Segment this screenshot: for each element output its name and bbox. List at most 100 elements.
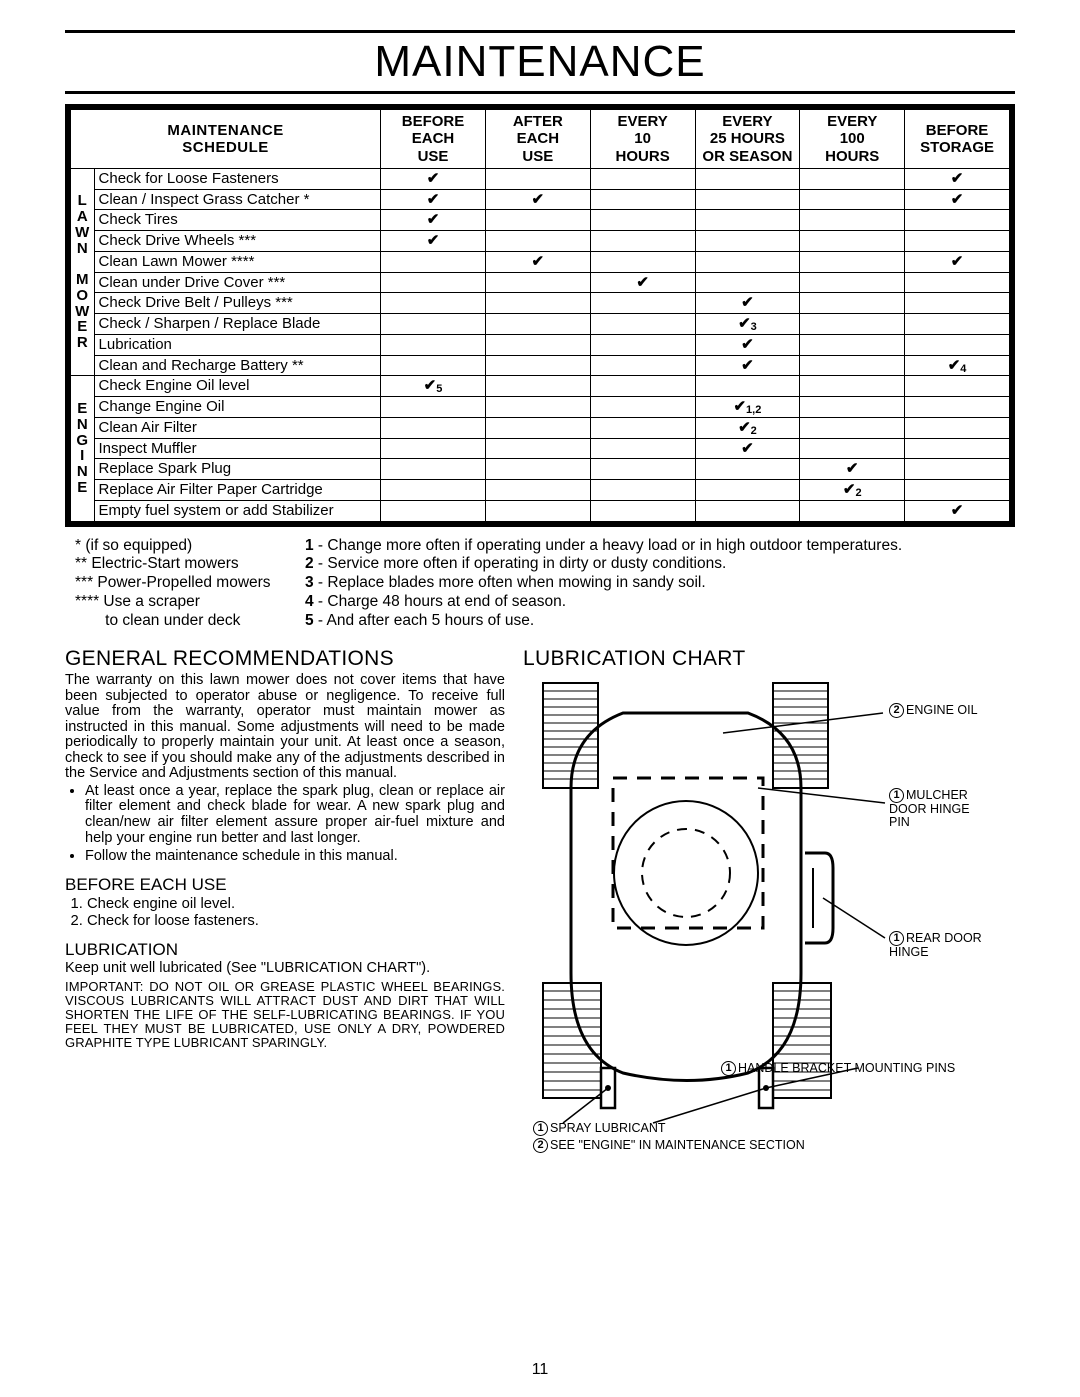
schedule-checkmark-cell: [695, 231, 800, 252]
label-spray-lubricant: 1SPRAY LUBRICANT: [533, 1121, 666, 1136]
schedule-checkmark-cell: [695, 251, 800, 272]
schedule-checkmark-cell: ✔2: [695, 417, 800, 438]
schedule-checkmark-cell: [695, 376, 800, 397]
label-handle-bracket: 1HANDLE BRACKET MOUNTING PINS: [721, 1061, 955, 1076]
schedule-checkmark-cell: [590, 231, 695, 252]
schedule-checkmark-cell: [905, 376, 1010, 397]
schedule-checkmark-cell: [590, 334, 695, 355]
schedule-checkmark-cell: [905, 272, 1010, 293]
schedule-checkmark-cell: [695, 189, 800, 210]
schedule-checkmark-cell: [905, 397, 1010, 418]
schedule-checkmark-cell: ✔3: [695, 314, 800, 335]
schedule-checkmark-cell: ✔: [905, 500, 1010, 521]
label-see-engine: 2SEE "ENGINE" IN MAINTENANCE SECTION: [533, 1138, 805, 1153]
general-recommendations-heading: GENERAL RECOMMENDATIONS: [65, 647, 505, 671]
schedule-checkmark-cell: [590, 355, 695, 376]
schedule-checkmark-cell: [905, 334, 1010, 355]
label-rear-door-hinge: 1REAR DOOR HINGE: [889, 931, 1015, 959]
schedule-checkmark-cell: [905, 438, 1010, 459]
schedule-checkmark-cell: [381, 438, 486, 459]
schedule-checkmark-cell: [800, 189, 905, 210]
schedule-column-header: BEFORESTORAGE: [905, 110, 1010, 169]
schedule-checkmark-cell: [695, 500, 800, 521]
schedule-checkmark-cell: ✔1,2: [695, 397, 800, 418]
page-title: MAINTENANCE: [65, 30, 1015, 94]
schedule-checkmark-cell: [590, 293, 695, 314]
schedule-checkmark-cell: [905, 480, 1010, 501]
schedule-checkmark-cell: [590, 417, 695, 438]
schedule-column-header: EVERY100HOURS: [800, 110, 905, 169]
footnote-symbol: ** Electric-Start mowers: [75, 555, 285, 574]
schedule-checkmark-cell: ✔: [485, 189, 590, 210]
footnote-number: 5 - And after each 5 hours of use.: [305, 612, 1009, 631]
schedule-task: Inspect Muffler: [94, 438, 381, 459]
schedule-task: Change Engine Oil: [94, 397, 381, 418]
schedule-checkmark-cell: [485, 438, 590, 459]
schedule-checkmark-cell: [590, 376, 695, 397]
schedule-checkmark-cell: [381, 293, 486, 314]
schedule-checkmark-cell: [800, 397, 905, 418]
label-mulcher-door: 1MULCHER DOOR HINGE PIN: [889, 788, 989, 829]
schedule-checkmark-cell: [485, 500, 590, 521]
schedule-checkmark-cell: [800, 210, 905, 231]
schedule-checkmark-cell: ✔: [590, 272, 695, 293]
schedule-checkmark-cell: [381, 272, 486, 293]
schedule-checkmark-cell: [485, 272, 590, 293]
schedule-checkmark-cell: [905, 314, 1010, 335]
schedule-checkmark-cell: [800, 417, 905, 438]
schedule-task: Clean under Drive Cover ***: [94, 272, 381, 293]
schedule-checkmark-cell: [695, 168, 800, 189]
page-number: 11: [0, 1361, 1080, 1379]
footnote-number: 4 - Charge 48 hours at end of season.: [305, 593, 1009, 612]
schedule-checkmark-cell: ✔: [905, 189, 1010, 210]
schedule-column-header: EVERY25 HOURSOR SEASON: [695, 110, 800, 169]
schedule-task: Check Engine Oil level: [94, 376, 381, 397]
schedule-checkmark-cell: [590, 189, 695, 210]
schedule-task: Replace Spark Plug: [94, 459, 381, 480]
lubrication-chart-heading: LUBRICATION CHART: [523, 647, 1015, 671]
schedule-column-header: BEFOREEACHUSE: [381, 110, 486, 169]
schedule-checkmark-cell: [485, 210, 590, 231]
schedule-checkmark-cell: ✔: [905, 251, 1010, 272]
schedule-checkmark-cell: [590, 438, 695, 459]
schedule-checkmark-cell: [800, 168, 905, 189]
schedule-checkmark-cell: [590, 480, 695, 501]
schedule-checkmark-cell: [590, 459, 695, 480]
recommendation-bullet: At least once a year, replace the spark …: [85, 784, 505, 848]
schedule-checkmark-cell: ✔: [695, 355, 800, 376]
schedule-checkmark-cell: [381, 459, 486, 480]
schedule-checkmark-cell: [905, 231, 1010, 252]
footnote-symbol: **** Use a scraper: [75, 593, 285, 612]
schedule-checkmark-cell: [381, 500, 486, 521]
schedule-checkmark-cell: [485, 417, 590, 438]
schedule-task: Lubrication: [94, 334, 381, 355]
schedule-group-label: ENGINE: [71, 376, 95, 521]
schedule-checkmark-cell: [485, 459, 590, 480]
schedule-checkmark-cell: [800, 334, 905, 355]
schedule-checkmark-cell: [800, 376, 905, 397]
schedule-checkmark-cell: [695, 210, 800, 231]
recommendation-bullet: Follow the maintenance schedule in this …: [85, 849, 505, 865]
schedule-checkmark-cell: [381, 397, 486, 418]
footnote-symbol: * (if so equipped): [75, 537, 285, 556]
label-engine-oil: 2ENGINE OIL: [889, 703, 978, 718]
schedule-checkmark-cell: [485, 168, 590, 189]
schedule-checkmark-cell: [485, 334, 590, 355]
schedule-checkmark-cell: [905, 459, 1010, 480]
schedule-footnotes: * (if so equipped)** Electric-Start mowe…: [65, 533, 1015, 642]
schedule-task: Clean Air Filter: [94, 417, 381, 438]
before-use-item: Check for loose fasteners.: [87, 913, 505, 930]
footnote-symbol: to clean under deck: [75, 612, 285, 631]
schedule-column-header: AFTEREACHUSE: [485, 110, 590, 169]
schedule-checkmark-cell: [485, 314, 590, 335]
footnote-number: 2 - Service more often if operating in d…: [305, 555, 1009, 574]
schedule-checkmark-cell: ✔: [485, 251, 590, 272]
schedule-checkmark-cell: ✔4: [905, 355, 1010, 376]
schedule-checkmark-cell: [381, 417, 486, 438]
lubrication-chart-diagram: 2ENGINE OIL 1MULCHER DOOR HINGE PIN 1REA…: [523, 673, 1015, 1153]
footnote-number: 3 - Replace blades more often when mowin…: [305, 574, 1009, 593]
schedule-checkmark-cell: ✔: [381, 231, 486, 252]
schedule-checkmark-cell: ✔: [381, 210, 486, 231]
schedule-checkmark-cell: [800, 314, 905, 335]
schedule-checkmark-cell: [485, 231, 590, 252]
